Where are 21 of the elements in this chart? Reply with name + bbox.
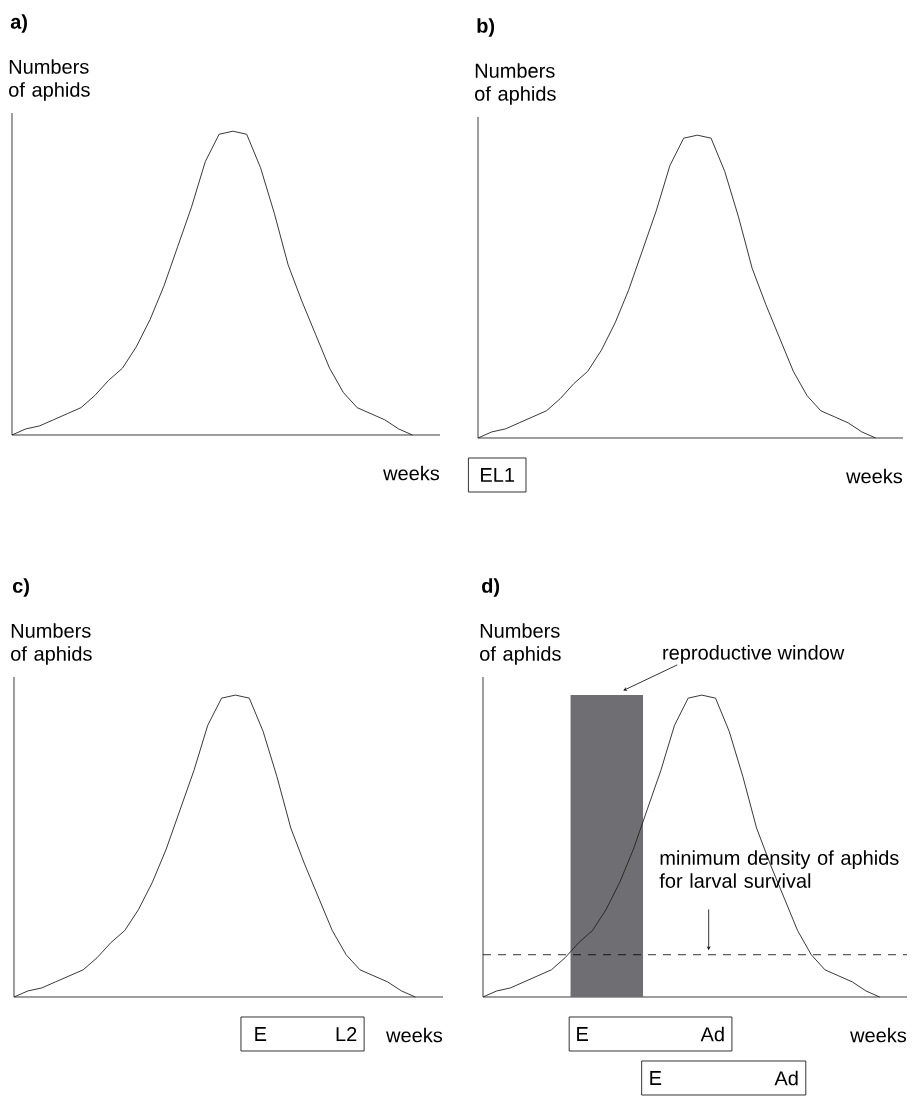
text: Ad [700, 1026, 724, 1042]
chart-title: a) [10, 14, 27, 33]
y-axis-title: Numbers of aphids [474, 63, 556, 105]
x-axis-title: weeks [385, 1027, 442, 1043]
y-axis-title: Numbers of aphids [8, 59, 90, 101]
ref-line-label: minimum density of aphids for larval survival [659, 850, 899, 888]
text: L2 [336, 1027, 357, 1041]
text: E [577, 1027, 588, 1041]
y-axis-title: Numbers of aphids [10, 623, 92, 665]
text: EL1 [480, 468, 514, 482]
chart-title: d) [481, 578, 499, 597]
text: reproductive window [663, 645, 845, 664]
text: E [255, 1027, 267, 1041]
x-axis-title: weeks [845, 468, 902, 484]
x-axis-title: weeks [382, 465, 439, 481]
text: E [650, 1071, 662, 1085]
y-axis-title: Numbers of aphids [479, 623, 561, 665]
chart-title: c) [12, 578, 29, 597]
x-axis-title: weeks [849, 1027, 906, 1043]
text: Ad [774, 1070, 798, 1086]
chart-title: b) [477, 18, 494, 37]
